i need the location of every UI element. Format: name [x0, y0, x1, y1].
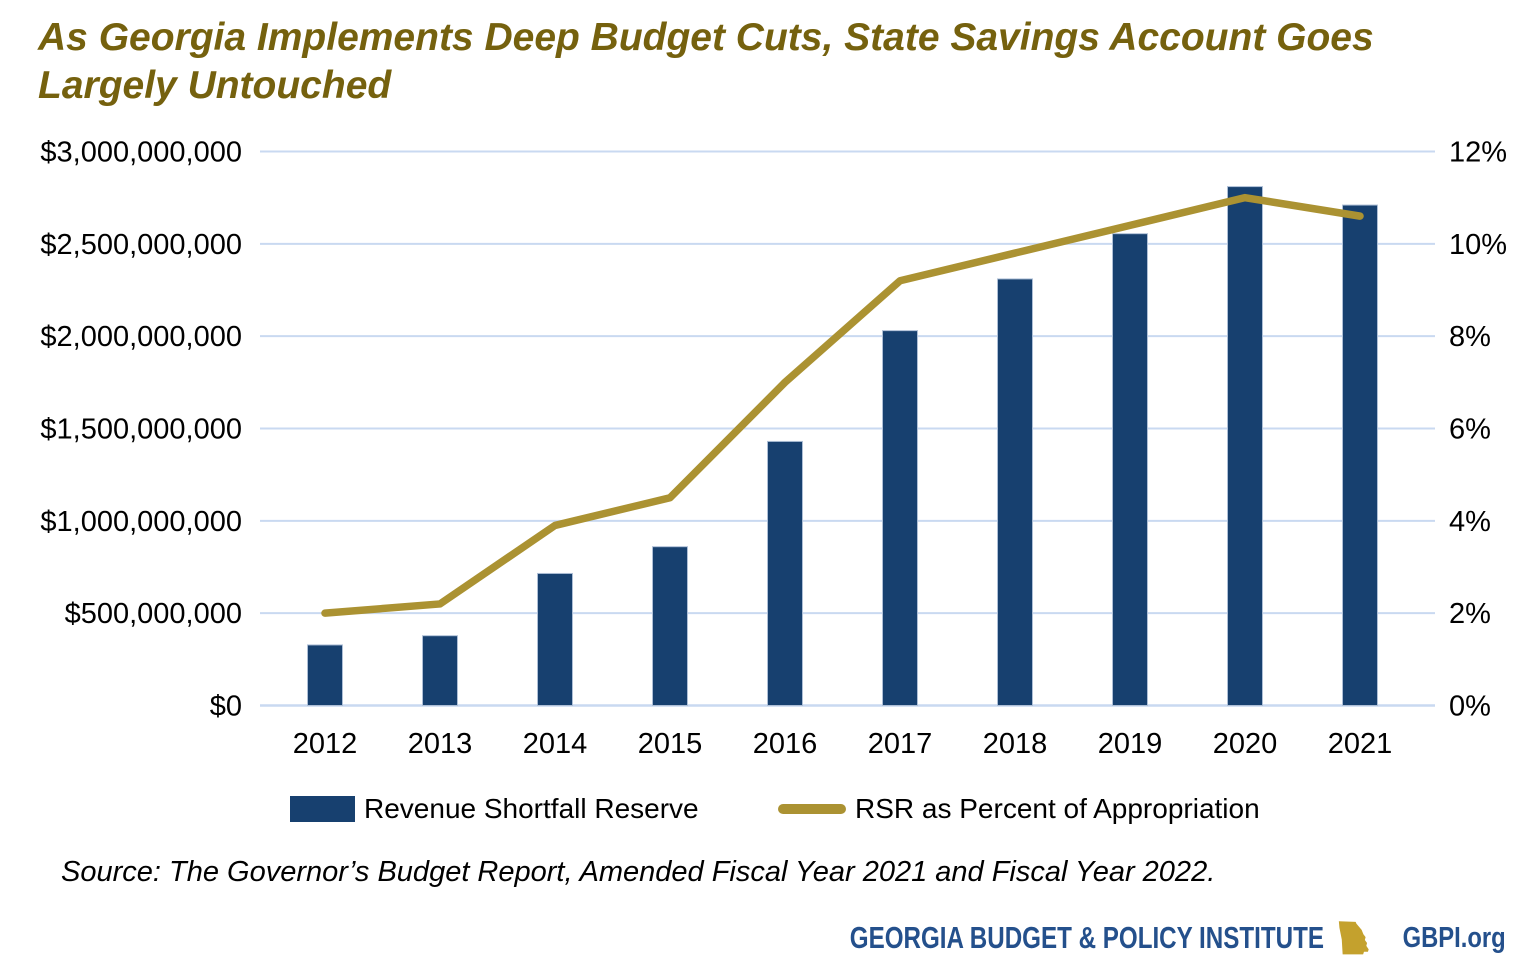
bar-2013 — [422, 635, 458, 706]
x-axis-label-2021: 2021 — [1328, 728, 1393, 760]
footer-site-link[interactable]: GBPI.org — [1402, 921, 1506, 954]
left-axis-tick-label: $500,000,000 — [65, 598, 242, 630]
bar-2016 — [767, 440, 803, 706]
x-axis-label-2017: 2017 — [868, 728, 933, 760]
x-axis-label-2015: 2015 — [638, 728, 703, 760]
georgia-state-icon — [1339, 921, 1369, 955]
footer: GEORGIA BUDGET & POLICY INSTITUTE GBPI.o… — [716, 915, 1506, 961]
x-axis-label-2018: 2018 — [983, 728, 1048, 760]
bar-2021 — [1342, 204, 1378, 706]
legend-label-rsr-percent: RSR as Percent of Appropriation — [855, 793, 1260, 824]
combo-chart: $0 0% $500,000,000 2% $1,000,000,000 4% $1,500… — [40, 137, 1507, 761]
left-axis-tick-label: $3,000,000,000 — [40, 137, 242, 169]
x-axis-label-2019: 2019 — [1098, 728, 1163, 760]
legend-swatch-line — [778, 804, 846, 814]
bar-2014 — [537, 572, 573, 706]
left-axis-tick-label: $1,500,000,000 — [40, 414, 242, 446]
chart-title-line-2: Largely Untouched — [38, 64, 392, 107]
x-axis-label-2016: 2016 — [753, 728, 818, 760]
source-note: Source: The Governor’s Budget Report, Am… — [61, 856, 1216, 888]
x-axis-label-2013: 2013 — [408, 728, 473, 760]
bar-2019 — [1112, 233, 1148, 706]
right-axis-tick-label: 8% — [1449, 321, 1491, 353]
right-axis-tick-label: 12% — [1449, 137, 1507, 169]
bar-2015 — [652, 546, 688, 706]
right-axis-tick-label: 0% — [1449, 691, 1491, 723]
left-axis-tick-label: $1,000,000,000 — [40, 506, 242, 538]
x-axis-label-2012: 2012 — [293, 728, 358, 760]
chart-title: As Georgia Implements Deep Budget Cuts, … — [38, 14, 1508, 110]
legend-item-revenue-shortfall-reserve: Revenue Shortfall Reserve — [290, 792, 699, 826]
left-axis-tick-label: $0 — [210, 691, 242, 723]
x-axis-label-2014: 2014 — [523, 728, 588, 760]
legend-swatch-bar — [290, 796, 355, 822]
x-axis-label-2020: 2020 — [1213, 728, 1278, 760]
bar-2020 — [1227, 186, 1263, 706]
bar-2018 — [997, 278, 1033, 706]
bar-2017 — [882, 330, 918, 706]
chart-title-line-1: As Georgia Implements Deep Budget Cuts, … — [38, 16, 1374, 59]
right-axis-tick-label: 10% — [1449, 229, 1507, 261]
right-axis-tick-label: 2% — [1449, 598, 1491, 630]
left-axis-tick-label: $2,500,000,000 — [40, 229, 242, 261]
footer-org-name: GEORGIA BUDGET & POLICY INSTITUTE — [850, 920, 1325, 955]
legend-label-revenue-shortfall-reserve: Revenue Shortfall Reserve — [364, 793, 699, 824]
bar-2012 — [307, 644, 343, 706]
legend-item-rsr-percent: RSR as Percent of Appropriation — [778, 792, 1260, 826]
rsr-percent-line — [321, 193, 1364, 617]
right-axis-tick-label: 6% — [1449, 414, 1491, 446]
left-axis-tick-label: $2,000,000,000 — [40, 321, 242, 353]
right-axis-tick-label: 4% — [1449, 506, 1491, 538]
